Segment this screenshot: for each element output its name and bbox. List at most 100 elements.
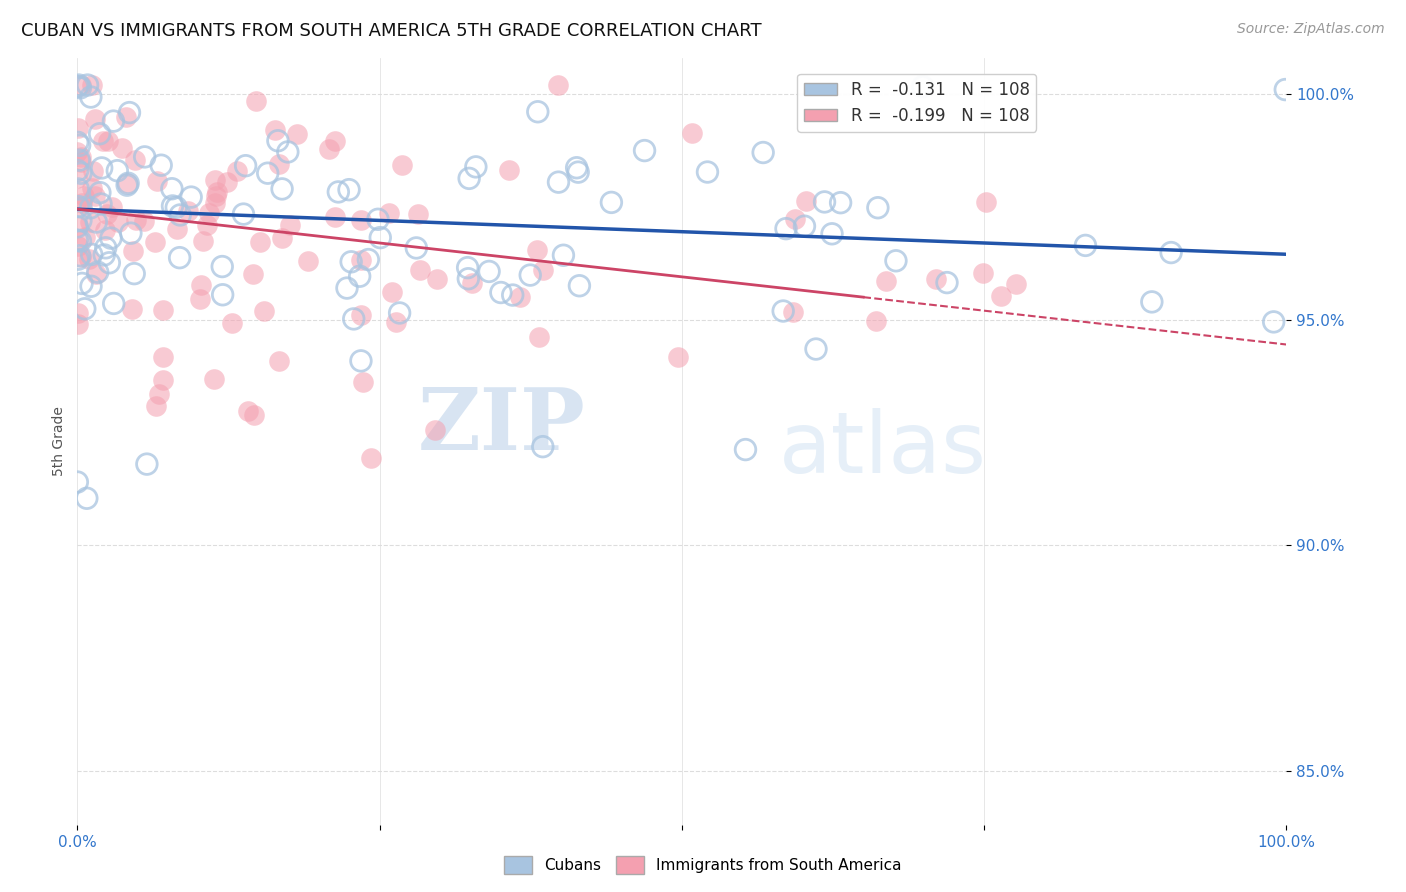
Point xyxy=(204,372,226,386)
Point xyxy=(489,285,512,300)
Point xyxy=(93,248,115,262)
Point xyxy=(66,136,89,150)
Point xyxy=(70,154,93,169)
Point xyxy=(70,277,93,291)
Point xyxy=(461,276,484,290)
Point xyxy=(350,354,373,368)
Point xyxy=(457,271,479,285)
Point xyxy=(349,212,371,227)
Point xyxy=(145,174,167,188)
Point xyxy=(67,199,90,213)
Point xyxy=(235,159,257,173)
Legend: Cubans, Immigrants from South America: Cubans, Immigrants from South America xyxy=(498,850,908,880)
Point xyxy=(1074,238,1097,252)
Point xyxy=(73,301,96,316)
Point xyxy=(121,302,143,317)
Point xyxy=(66,120,89,135)
Point xyxy=(84,188,107,202)
Point xyxy=(69,80,91,95)
Point xyxy=(328,185,350,199)
Point xyxy=(531,440,554,454)
Point xyxy=(124,153,146,167)
Point xyxy=(82,78,104,92)
Text: CUBAN VS IMMIGRANTS FROM SOUTH AMERICA 5TH GRADE CORRELATION CHART: CUBAN VS IMMIGRANTS FROM SOUTH AMERICA 5… xyxy=(21,22,762,40)
Point xyxy=(553,248,575,262)
Point xyxy=(70,195,93,210)
Point xyxy=(205,188,228,202)
Point xyxy=(145,399,167,413)
Point xyxy=(70,166,93,180)
Point xyxy=(547,78,569,92)
Point xyxy=(67,182,90,196)
Point xyxy=(804,342,827,356)
Point xyxy=(782,305,804,319)
Point xyxy=(519,268,541,282)
Point xyxy=(378,205,401,219)
Point xyxy=(352,375,374,389)
Point xyxy=(66,239,89,253)
Point xyxy=(115,176,138,190)
Point xyxy=(408,207,430,221)
Point xyxy=(785,212,807,227)
Point xyxy=(195,219,218,233)
Point xyxy=(111,141,134,155)
Point xyxy=(169,208,191,222)
Point xyxy=(821,227,844,241)
Point xyxy=(69,138,91,153)
Point xyxy=(80,181,103,195)
Point xyxy=(188,292,211,306)
Point xyxy=(162,199,184,213)
Point xyxy=(813,194,835,209)
Point xyxy=(66,475,89,489)
Point xyxy=(568,278,591,293)
Point xyxy=(89,127,111,141)
Point xyxy=(267,353,290,368)
Point xyxy=(79,201,101,215)
Text: atlas: atlas xyxy=(779,408,987,491)
Point xyxy=(152,302,174,317)
Point xyxy=(666,350,689,364)
Point xyxy=(924,271,946,285)
Point xyxy=(772,304,794,318)
Point xyxy=(79,215,101,229)
Point xyxy=(423,423,446,437)
Point xyxy=(148,387,170,401)
Point xyxy=(66,145,89,159)
Point xyxy=(152,351,174,365)
Point xyxy=(990,289,1012,303)
Point xyxy=(1263,315,1285,329)
Point xyxy=(323,211,346,225)
Point xyxy=(391,158,413,172)
Point xyxy=(336,281,359,295)
Point xyxy=(134,214,156,228)
Point xyxy=(211,287,233,301)
Point xyxy=(464,160,486,174)
Point xyxy=(245,94,267,108)
Y-axis label: 5th Grade: 5th Grade xyxy=(52,407,66,476)
Point xyxy=(457,260,479,275)
Point xyxy=(277,145,299,159)
Point xyxy=(67,153,90,168)
Point xyxy=(94,241,117,255)
Point xyxy=(125,212,148,227)
Point xyxy=(69,249,91,263)
Point xyxy=(775,221,797,235)
Point xyxy=(972,266,994,280)
Point xyxy=(232,207,254,221)
Point xyxy=(249,235,271,249)
Point xyxy=(830,195,852,210)
Point xyxy=(67,219,90,233)
Point xyxy=(343,312,366,326)
Point xyxy=(243,409,266,423)
Point xyxy=(278,218,301,232)
Point xyxy=(143,235,166,249)
Point xyxy=(509,290,531,304)
Point xyxy=(270,231,292,245)
Point xyxy=(76,78,98,92)
Point xyxy=(117,176,139,190)
Point xyxy=(297,254,319,268)
Point xyxy=(94,223,117,237)
Point xyxy=(875,274,897,288)
Point xyxy=(160,182,183,196)
Point xyxy=(271,182,294,196)
